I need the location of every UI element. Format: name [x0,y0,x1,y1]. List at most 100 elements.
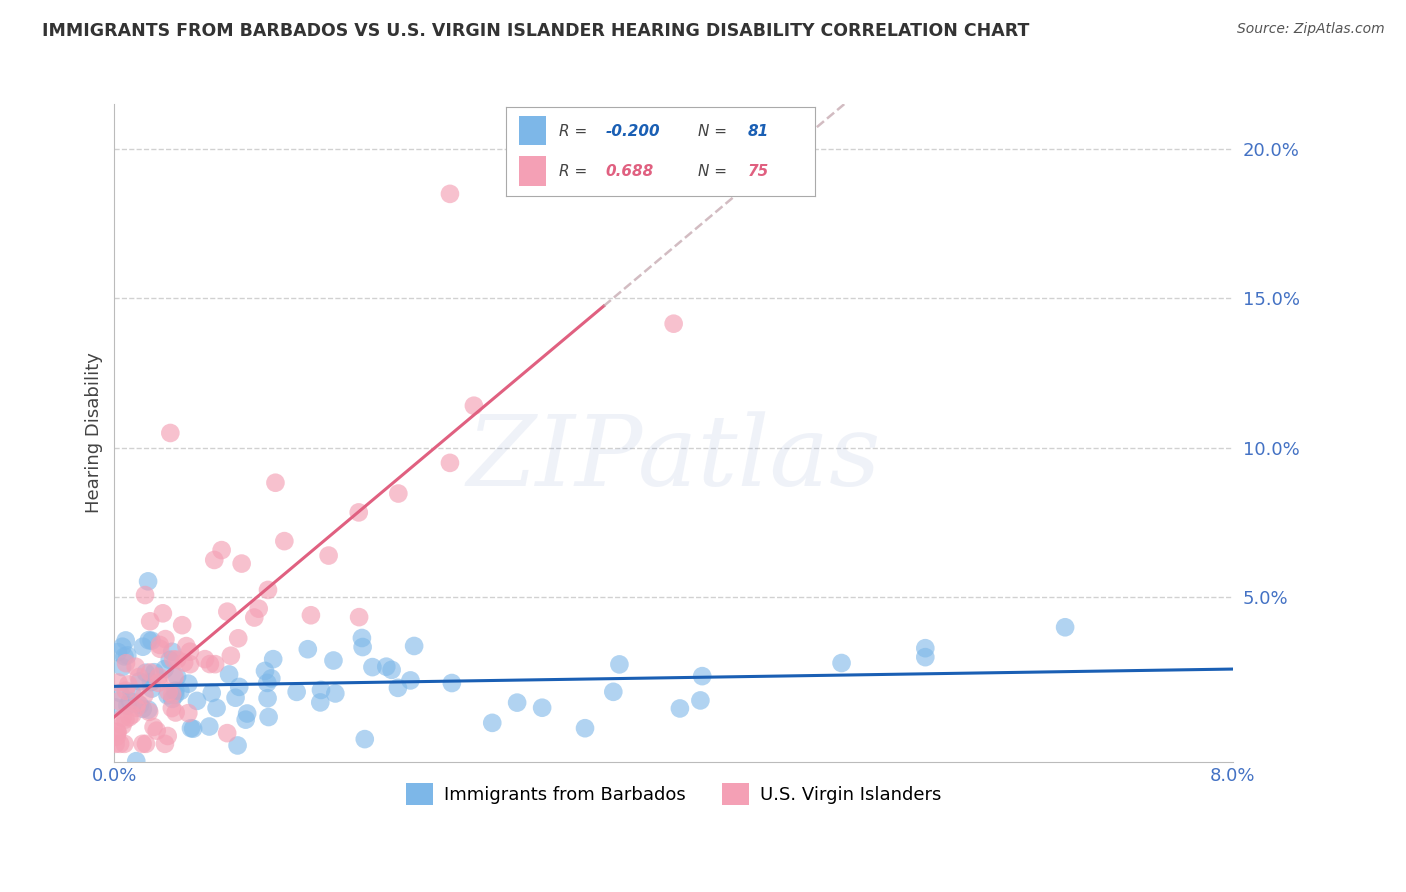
Point [273,534,295,549]
Point [152,607,174,621]
Point [322,653,344,667]
Point [439,456,461,470]
Point [134,688,156,702]
Point [107,645,129,659]
Point [139,615,162,629]
Point [118,710,141,724]
Point [198,719,221,733]
Point [1054,620,1077,634]
Point [111,640,134,654]
Point [217,726,239,740]
Point [149,641,172,656]
Point [132,702,155,716]
Point [481,715,503,730]
Point [202,553,225,567]
Point [253,664,276,678]
FancyBboxPatch shape [519,156,547,186]
Point [165,683,187,698]
Point [662,317,685,331]
Point [127,696,149,710]
Point [211,543,233,558]
Point [236,706,259,721]
Point [115,656,138,670]
Point [256,676,278,690]
Point [135,737,157,751]
Point [132,640,155,654]
Point [139,665,162,680]
Point [125,700,148,714]
Point [163,670,186,684]
Point [166,652,188,666]
Point [194,652,217,666]
Point [463,399,485,413]
FancyBboxPatch shape [519,116,547,145]
Point [440,676,463,690]
Point [117,648,139,663]
Point [118,694,141,708]
Point [136,574,159,589]
Point [153,737,176,751]
Legend: Immigrants from Barbados, U.S. Virgin Islanders: Immigrants from Barbados, U.S. Virgin Is… [399,775,949,812]
Point [128,674,150,689]
Point [198,657,221,671]
Text: Source: ZipAtlas.com: Source: ZipAtlas.com [1237,22,1385,37]
Point [160,645,183,659]
Point [176,639,198,653]
Point [204,657,226,672]
Point [375,659,398,673]
Text: 0.688: 0.688 [605,164,654,178]
Point [387,681,409,695]
Point [114,633,136,648]
Point [131,737,153,751]
Point [347,505,370,519]
Text: -0.200: -0.200 [605,124,659,138]
Point [135,665,157,680]
Point [139,675,162,690]
Point [180,721,202,735]
Point [110,686,132,700]
Point [159,425,181,440]
Point [243,610,266,624]
Point [353,732,375,747]
Point [264,475,287,490]
Point [226,632,249,646]
Point [399,673,422,688]
Point [205,701,228,715]
Point [156,689,179,703]
Point [114,713,136,727]
Point [111,660,134,674]
Point [125,754,148,768]
Point [157,685,180,699]
Point [177,706,200,720]
Point [309,682,332,697]
Point [138,633,160,648]
Point [226,739,249,753]
Point [347,610,370,624]
Point [228,680,250,694]
Point [914,641,936,656]
Point [177,676,200,690]
Point [160,688,183,702]
Text: R =: R = [558,164,592,178]
Point [914,650,936,665]
Point [165,688,187,702]
Point [128,698,150,712]
Point [669,701,692,715]
Point [179,645,201,659]
Point [149,638,172,652]
Point [299,608,322,623]
Point [574,721,596,735]
Text: R =: R = [558,124,592,138]
Point [162,652,184,666]
Point [142,720,165,734]
Point [217,605,239,619]
Text: 75: 75 [748,164,769,178]
Point [256,691,278,706]
Point [173,656,195,670]
Point [125,659,148,673]
Point [169,684,191,698]
Text: N =: N = [697,164,731,178]
Point [155,632,177,646]
Point [114,683,136,698]
Text: IMMIGRANTS FROM BARBADOS VS U.S. VIRGIN ISLANDER HEARING DISABILITY CORRELATION : IMMIGRANTS FROM BARBADOS VS U.S. VIRGIN … [42,22,1029,40]
